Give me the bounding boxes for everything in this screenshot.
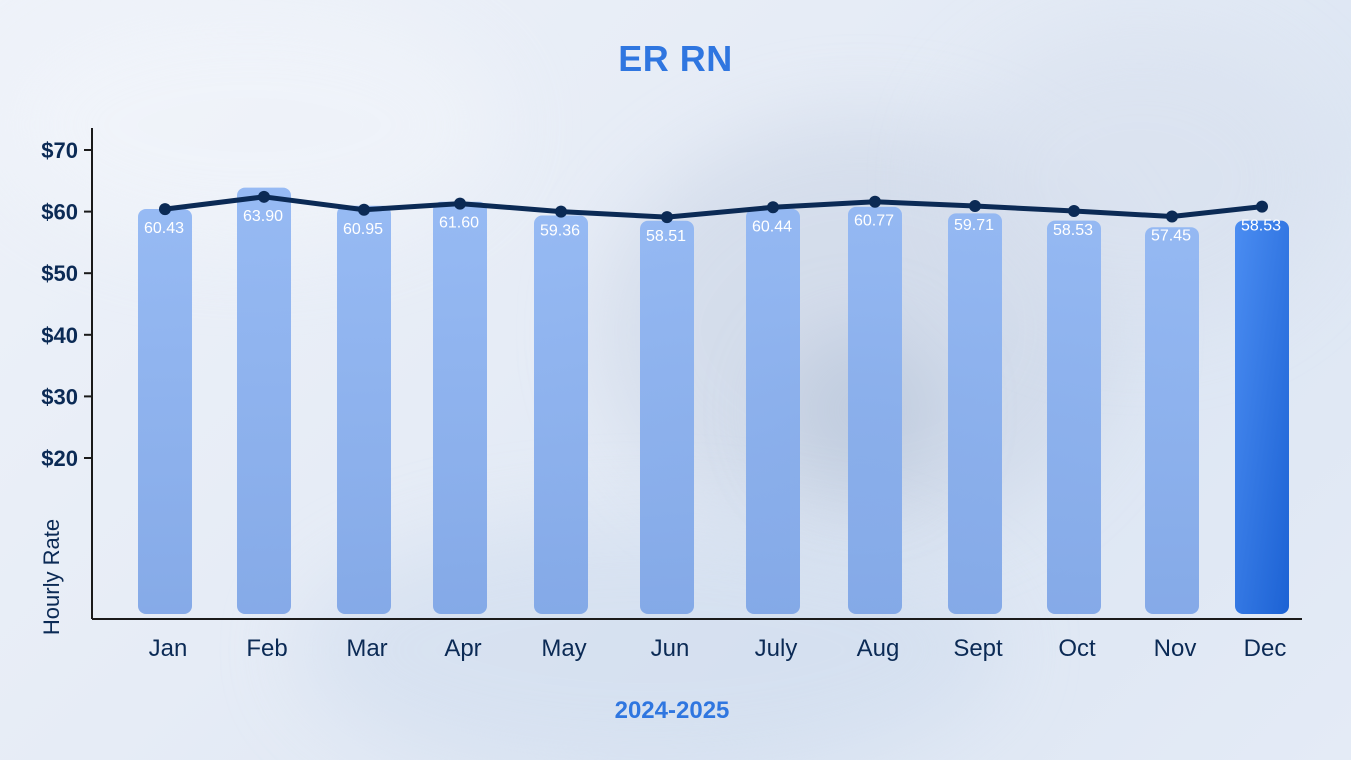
data-label-jun: 58.51	[646, 228, 686, 245]
data-label-feb: 63.90	[243, 208, 283, 225]
x-tick-label-july: July	[755, 635, 798, 662]
trend-point-oct	[1068, 204, 1080, 217]
data-label-may: 59.36	[540, 223, 580, 240]
trend-point-may	[555, 205, 567, 218]
x-tick-label-may: May	[541, 635, 586, 662]
trend-point-jan	[159, 203, 171, 216]
x-tick-label-feb: Feb	[246, 635, 287, 662]
x-tick-label-mar: Mar	[346, 635, 387, 662]
bar-july	[746, 208, 800, 615]
x-tick-label-dec: Dec	[1244, 635, 1287, 662]
chart-title: ER RN	[618, 38, 733, 79]
data-labels-layer: 60.43 63.90 60.95 61.60 59.36 58.51 60.44 60.77…	[144, 208, 1281, 245]
bar-aug	[848, 206, 902, 614]
data-label-nov: 57.45	[1151, 228, 1191, 245]
x-axis-label: 2024-2025	[614, 697, 730, 724]
bar-apr	[433, 201, 487, 614]
trend-point-dec	[1256, 200, 1268, 213]
y-tick-label-60: $60	[41, 200, 78, 225]
axes-layer: $20 $30 $40 $50 $60 $70 Jan Feb Mar Apr May Jun July…	[41, 128, 1302, 662]
data-label-dec: 58.53	[1241, 218, 1281, 235]
y-tick-label-30: $30	[41, 384, 78, 409]
x-tick-label-aug: Aug	[857, 635, 900, 662]
bar-dec	[1235, 220, 1289, 614]
y-tick-label-70: $70	[41, 138, 78, 163]
x-tick-label-sept: Sept	[953, 635, 1003, 662]
trend-point-mar	[358, 203, 370, 216]
trend-point-july	[767, 201, 779, 214]
y-tick-label-20: $20	[41, 446, 78, 471]
x-tick-label-nov: Nov	[1154, 635, 1197, 662]
y-tick-label-40: $40	[41, 323, 78, 348]
bar-may	[534, 215, 588, 614]
data-label-oct: 58.53	[1053, 222, 1093, 239]
y-axis-label: Hourly Rate	[39, 518, 64, 636]
bar-oct	[1047, 220, 1101, 614]
bar-mar	[337, 205, 391, 615]
line-layer	[159, 190, 1268, 224]
trend-point-nov	[1166, 210, 1178, 223]
bar-jan	[138, 208, 192, 614]
data-label-mar: 60.95	[343, 221, 383, 238]
data-label-july: 60.44	[752, 218, 792, 235]
bars-layer	[138, 187, 1289, 615]
bar-feb	[237, 187, 291, 615]
trend-point-jun	[661, 211, 673, 224]
data-label-jan: 60.43	[144, 220, 184, 237]
x-tick-label-apr: Apr	[444, 635, 481, 662]
x-tick-label-jun: Jun	[651, 635, 690, 662]
trend-point-aug	[869, 195, 881, 208]
data-label-apr: 61.60	[439, 215, 479, 232]
bar-nov	[1145, 227, 1199, 615]
data-label-aug: 60.77	[854, 213, 894, 230]
bar-jun	[640, 220, 694, 615]
trend-point-feb	[258, 190, 270, 203]
x-tick-label-oct: Oct	[1058, 635, 1096, 662]
data-label-sept: 59.71	[954, 217, 994, 234]
y-tick-label-50: $50	[41, 261, 78, 286]
x-tick-label-jan: Jan	[149, 635, 188, 662]
trend-point-sept	[969, 200, 981, 213]
bar-sept	[948, 213, 1002, 614]
trend-point-apr	[454, 197, 466, 210]
trend-line	[162, 194, 1265, 220]
